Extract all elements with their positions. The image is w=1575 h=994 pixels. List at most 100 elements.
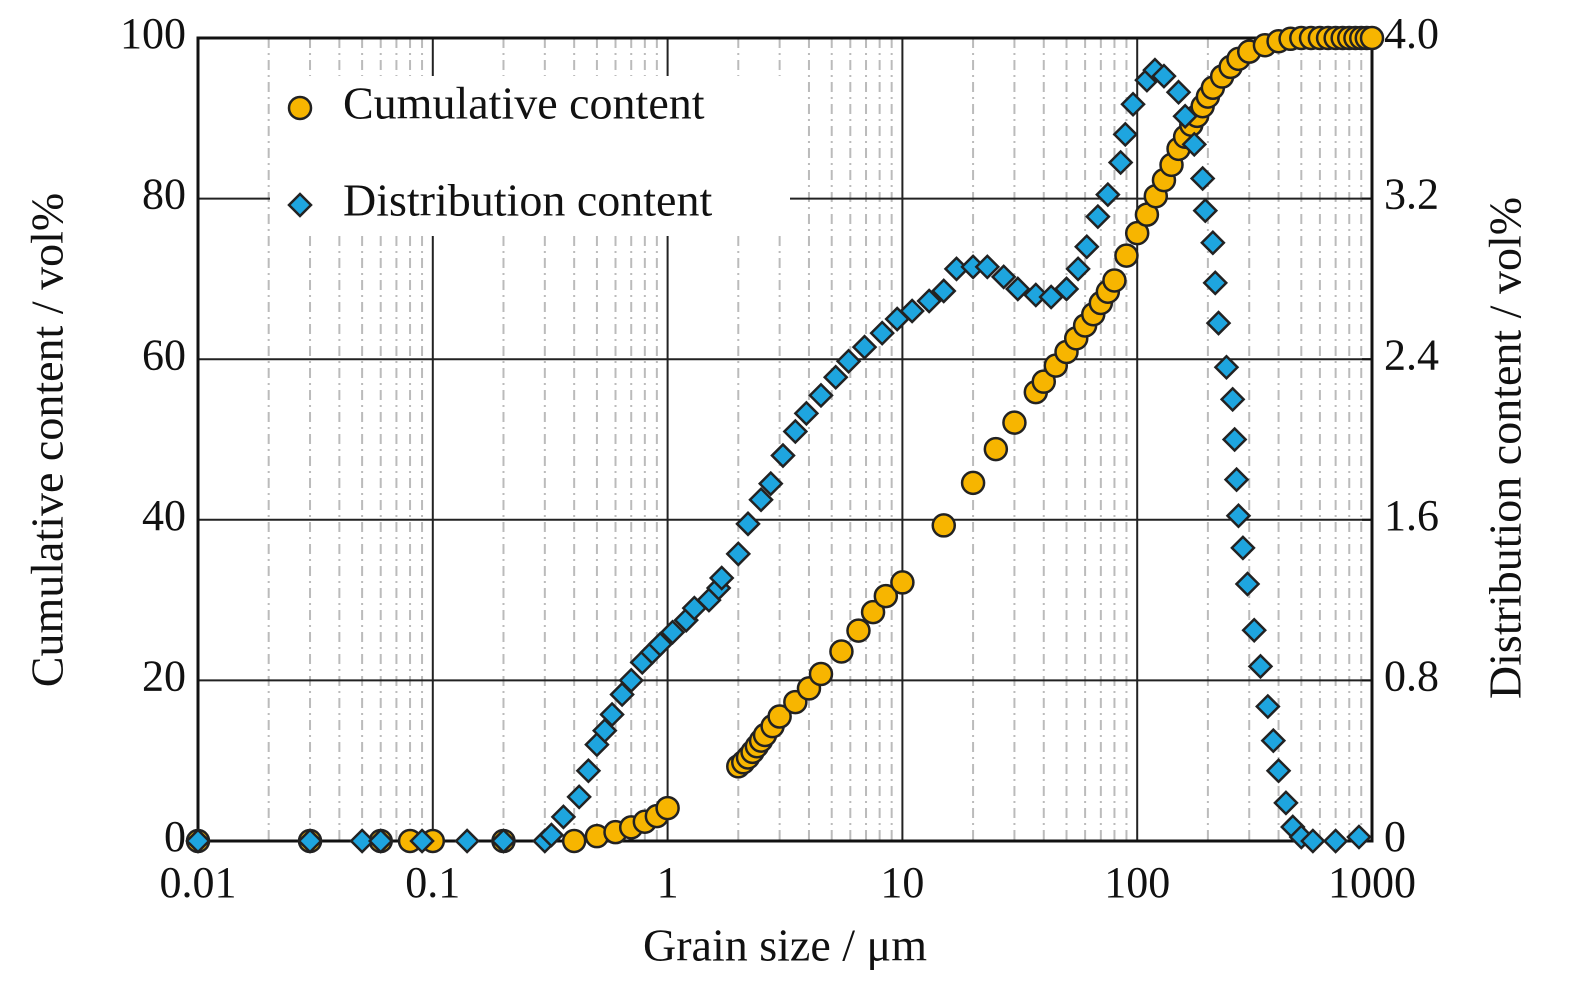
y2-tick-label: 0 [1384,812,1406,861]
x-tick-label: 0.1 [405,858,460,907]
circle-marker [1114,243,1139,268]
diamond-marker [1151,63,1177,89]
diamond-marker [869,320,895,346]
x-tick-label: 10 [880,858,924,907]
diamond-marker [1120,91,1146,118]
diamond-marker [782,418,809,445]
diamond-marker [974,254,1001,280]
y-tick-label: 80 [142,170,186,219]
diamond-marker [618,667,644,694]
circle-marker [846,618,871,643]
circle-marker [873,583,899,609]
diamond-marker [1225,503,1252,529]
x-axis-label: Grain size / μm [643,920,927,971]
diamond-marker [930,278,957,304]
circle-marker [983,436,1009,462]
diamond-marker [1223,466,1250,493]
circle-marker [767,704,792,729]
diamond-marker [808,382,834,409]
y-tick-label: 20 [142,651,186,700]
circle-marker [1124,220,1150,246]
diamond-marker [735,511,761,537]
plot-frame [196,36,1374,843]
y2-tick-label: 2.4 [1384,330,1439,379]
circle-marker [561,828,587,854]
y-axis-label: Cumulative content / vol% [22,193,73,687]
diamond-marker [708,565,735,591]
diamond-marker [566,784,592,810]
diamond-marker [185,828,211,854]
diamond-marker [538,822,565,848]
circle-marker [829,639,854,664]
diamond-marker [1200,229,1226,256]
diamond-marker [1202,270,1229,296]
circle-marker [960,470,986,496]
y-tick-label: 60 [142,330,186,379]
y2-tick-label: 4.0 [1384,9,1439,58]
y2-axis-label: Distribution content / vol% [1480,197,1531,699]
diamond-marker [1255,693,1281,720]
diamond-marker [899,298,925,324]
diamond-marker [1053,276,1080,302]
circle-marker [1359,25,1385,51]
circle-marker [860,599,886,625]
diamond-marker [1205,310,1232,336]
y-tick-label: 40 [142,491,186,540]
diamond-marker [748,486,774,513]
circle-marker [890,570,915,595]
diamond-marker [1300,828,1326,854]
diamond-marker [835,348,862,374]
diamond-marker [1005,276,1031,302]
diamond-marker [599,701,625,728]
diamond-marker [490,828,517,854]
circle-marker [931,513,956,538]
diamond-marker [1213,354,1240,380]
diamond-marker [770,442,796,469]
diamond-marker [409,828,435,854]
y2-tick-label: 3.2 [1384,170,1439,219]
diamond-marker [454,828,480,854]
y-tick-label: 100 [120,9,186,58]
circle-marker [1031,369,1057,394]
diamond-marker [757,470,784,497]
diamond-marker [1221,426,1248,453]
x-tick-label: 1000 [1328,858,1416,907]
diamond-marker [1085,203,1111,230]
diamond-marker [1230,535,1256,561]
circle-marker [655,795,680,821]
diamond-marker [1189,165,1216,192]
diamond-marker [1172,103,1198,130]
diamond-marker [1065,256,1091,282]
diamond-marker [793,400,820,427]
diamond-marker [1265,757,1292,784]
diamond-marker [659,619,686,645]
circle-marker [1102,268,1127,293]
diamond-marker [1107,149,1134,176]
diamond-marker [1192,197,1219,224]
diamond-marker [1260,727,1287,754]
circle-marker [808,661,834,687]
diamond-marker [1112,121,1139,148]
legend-box [270,76,790,236]
diamond-marker [1247,653,1274,680]
diamond-marker [575,757,602,784]
diamond-marker [1273,790,1299,816]
diamond-marker [725,541,752,567]
diamond-marker [349,828,375,854]
diamond-marker [916,288,942,314]
diamond-marker [297,828,323,854]
diamond-marker [1074,234,1100,260]
y2-tick-label: 1.6 [1384,491,1439,540]
circle-marker [287,95,313,121]
legend-label: Distribution content [343,175,712,226]
x-tick-label: 1 [657,858,679,907]
diamond-marker [1234,571,1261,597]
diamond-marker [1219,386,1246,413]
circle-marker [1002,410,1027,435]
diamond-marker [1181,131,1208,158]
diamond-marker [647,631,673,658]
x-tick-label: 100 [1104,858,1170,907]
diamond-marker [1322,828,1349,854]
diamond-marker [1241,617,1267,643]
diamond-marker [851,334,878,360]
